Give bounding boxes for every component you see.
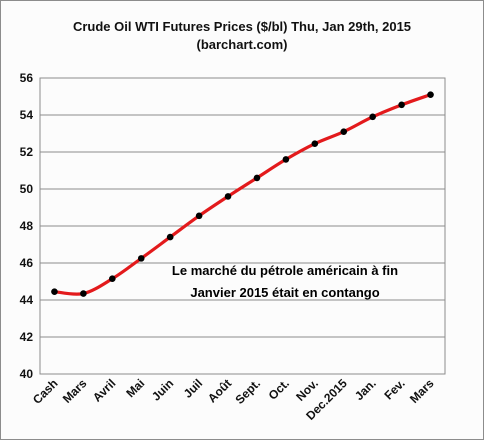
x-tick-label: Mars bbox=[407, 376, 437, 406]
y-tick-label: 50 bbox=[20, 182, 34, 196]
x-tick-label: Cash bbox=[30, 376, 61, 407]
data-point bbox=[109, 275, 116, 283]
chart-title: Crude Oil WTI Futures Prices ($/bl) Thu,… bbox=[0, 18, 484, 54]
data-point bbox=[427, 91, 434, 98]
y-tick-label: 42 bbox=[20, 330, 34, 344]
y-tick-label: 52 bbox=[20, 145, 34, 159]
plot-area bbox=[39, 77, 446, 375]
data-point bbox=[398, 101, 405, 109]
y-tick-label: 48 bbox=[20, 219, 34, 233]
chart-title-line2: (barchart.com) bbox=[196, 37, 288, 52]
y-tick-label: 54 bbox=[20, 108, 34, 122]
y-tick-label: 56 bbox=[20, 71, 34, 85]
y-tick-label: 40 bbox=[20, 367, 34, 381]
data-point bbox=[195, 212, 203, 220]
y-tick-label: 46 bbox=[20, 256, 34, 270]
data-point bbox=[369, 113, 376, 121]
data-point bbox=[224, 193, 232, 200]
data-point bbox=[166, 233, 174, 241]
data-markers bbox=[51, 91, 434, 297]
x-tick-label: Sept. bbox=[232, 376, 263, 407]
x-tick-label: Mars bbox=[60, 376, 90, 406]
x-tick-label: Oct. bbox=[266, 376, 292, 402]
x-tick-label: Juin bbox=[149, 376, 176, 403]
x-tick-label: Août bbox=[205, 376, 234, 405]
data-point bbox=[282, 156, 290, 163]
data-point bbox=[311, 140, 319, 147]
y-axis-ticks: 40 42 44 46 48 50 52 54 56 bbox=[20, 71, 34, 381]
data-point bbox=[80, 290, 87, 297]
data-point bbox=[340, 128, 348, 135]
data-point bbox=[253, 174, 261, 182]
x-tick-label: Juil bbox=[181, 376, 206, 401]
grid-lines bbox=[40, 114, 445, 338]
x-tick-label: Avril bbox=[90, 376, 118, 404]
data-point bbox=[51, 288, 58, 295]
x-tick-label: Jan. bbox=[352, 376, 379, 403]
data-point bbox=[137, 255, 145, 262]
x-tick-label: Fev. bbox=[381, 376, 407, 402]
x-tick-label: Mai bbox=[123, 376, 147, 400]
chart-title-line1: Crude Oil WTI Futures Prices ($/bl) Thu,… bbox=[72, 19, 412, 34]
y-tick-label: 44 bbox=[20, 293, 34, 307]
annotation-line2: Janvier 2015 était en contango bbox=[190, 285, 379, 300]
annotation-line1: Le marché du pétrole américain à fin bbox=[172, 263, 398, 278]
